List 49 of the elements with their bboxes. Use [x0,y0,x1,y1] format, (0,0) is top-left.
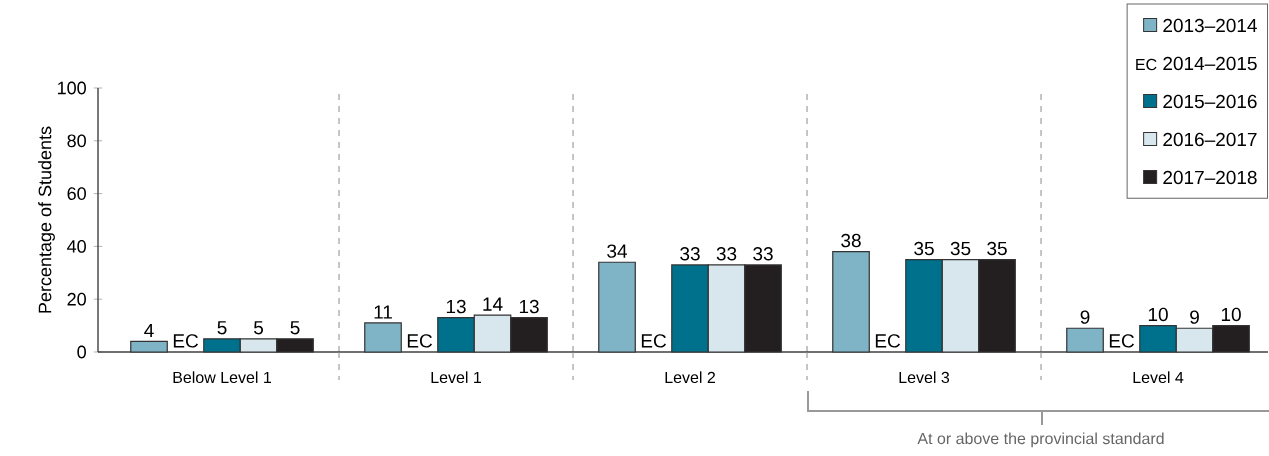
y-tick-label: 60 [67,187,86,200]
y-tick-label: 20 [67,292,86,306]
text: EC [875,334,901,348]
data-label: 33 [680,247,700,261]
legend-label: 2017–2018 [1163,170,1257,185]
data-label: 9 [1190,310,1199,324]
data-label: 14 [483,297,503,311]
x-tick-label: Level 1 [431,371,482,384]
y-tick-label: 0 [77,345,86,359]
text: EC [407,334,433,348]
data-label: 4 [144,323,154,338]
text: EC [641,334,667,348]
bar [130,340,168,353]
x-tick-label: Below Level 1 [173,371,272,384]
data-label: 35 [950,241,971,256]
text: At or above the provincial standard [917,432,1164,448]
data-label: 35 [914,241,934,256]
data-label: 5 [217,321,227,335]
data-label: 5 [254,321,264,335]
legend-label: 2016–2017 [1163,132,1257,147]
legend-label: 2013–2014 [1163,18,1257,33]
text: EC [1136,58,1157,71]
text: EC [173,334,199,348]
data-label: 13 [446,299,466,314]
y-tick-label: 100 [58,81,86,95]
y-axis-title: Percentage of Students [38,126,55,313]
data-label: 10 [1221,307,1241,322]
data-label: 10 [1148,307,1168,322]
x-tick-label: Level 4 [1133,371,1184,384]
y-tick-label: 80 [67,134,86,148]
data-label: 13 [519,299,539,314]
data-label: 11 [374,305,392,319]
x-tick-label: Level 3 [899,371,950,384]
data-label: 35 [987,241,1007,256]
bar [832,251,870,353]
text: EC [1109,334,1135,348]
data-label: 33 [753,247,773,261]
legend-label: 2015–2016 [1163,94,1257,109]
data-label: 33 [716,247,737,261]
data-label: 38 [841,233,861,248]
bar [364,322,402,353]
text: 2014–2015 [1163,56,1257,71]
bar [598,261,636,353]
x-tick-label: Level 2 [665,371,715,384]
y-tick-label: 40 [67,240,86,253]
data-label: 5 [290,321,300,335]
bar [1066,327,1104,353]
data-label: 9 [1080,310,1090,324]
data-label: 34 [607,244,628,258]
